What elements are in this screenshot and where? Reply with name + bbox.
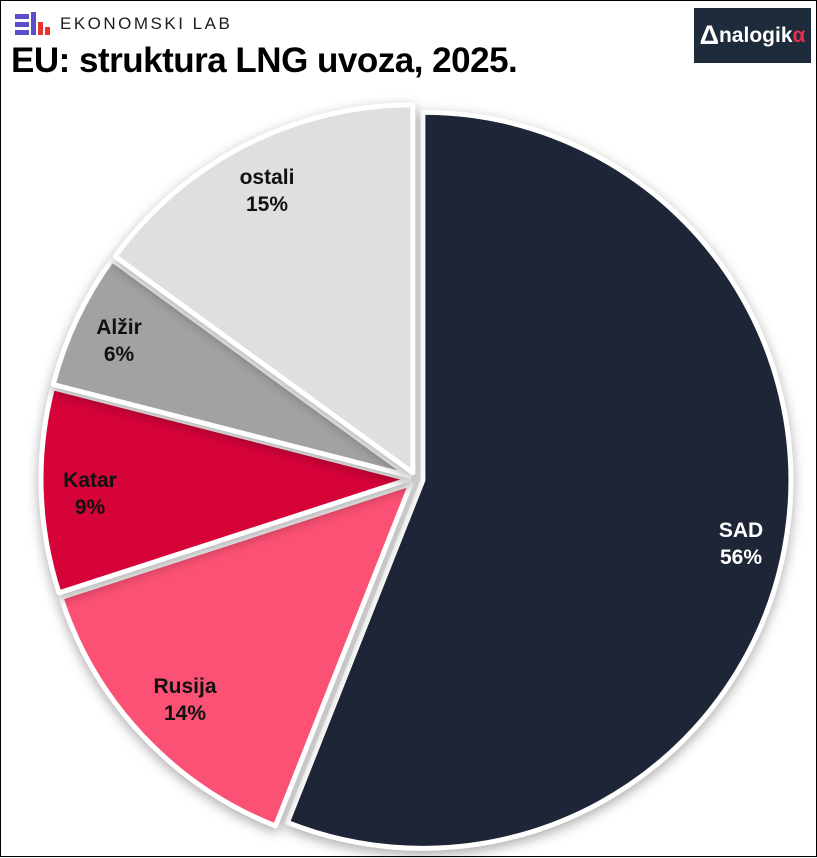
logo-letter-l	[31, 12, 36, 35]
pie-slice-Katar	[38, 385, 412, 596]
pie-slice-ostali	[112, 102, 416, 476]
pie-slice-Alžir	[50, 257, 413, 479]
slice-label-SAD: SAD 56%	[718, 519, 764, 569]
logo-red-bar-short	[45, 27, 50, 35]
slice-label-ostali: ostali 15%	[239, 166, 295, 216]
logo-red-bar-tall	[38, 22, 43, 35]
ekonomski-lab-logo-icon	[15, 12, 50, 35]
slice-label-Rusija: Rusija 14%	[153, 675, 217, 725]
analogika-delta-glyph: Δ	[699, 20, 719, 50]
analogika-alpha-glyph: α	[792, 24, 806, 47]
logo-letter-e	[15, 14, 29, 35]
slice-label-Katar: Katar 9%	[63, 469, 117, 519]
slice-label-Alžir: Alžir 6%	[96, 316, 142, 366]
pie-slice-SAD	[284, 109, 794, 851]
pie-slice-Rusija	[58, 481, 414, 829]
chart-title: EU: struktura LNG uvoza, 2025.	[11, 41, 518, 80]
analogika-badge-text: nalogik	[718, 24, 793, 47]
ekonomski-lab-brand: EKONOMSKI LAB	[15, 12, 232, 35]
brand-name: EKONOMSKI LAB	[60, 13, 233, 33]
